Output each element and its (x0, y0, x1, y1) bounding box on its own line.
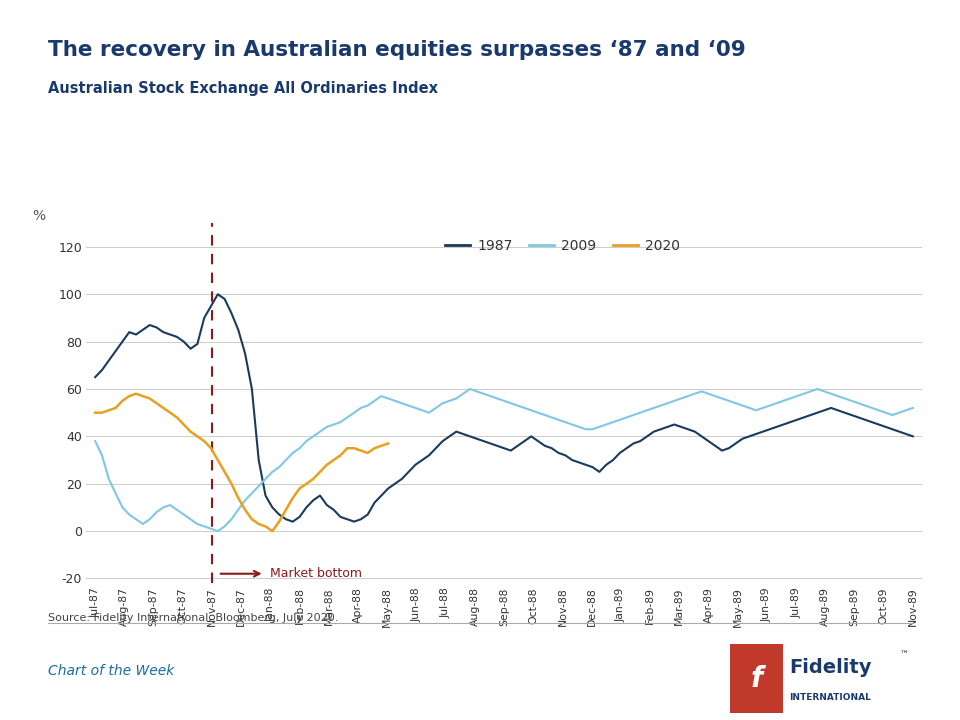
Text: Market bottom: Market bottom (271, 567, 362, 580)
Text: %: % (32, 209, 45, 222)
Text: Australian Stock Exchange All Ordinaries Index: Australian Stock Exchange All Ordinaries… (48, 81, 438, 96)
Legend: 1987, 2009, 2020: 1987, 2009, 2020 (440, 234, 685, 259)
Text: The recovery in Australian equities surpasses ‘87 and ‘09: The recovery in Australian equities surp… (48, 40, 746, 60)
Bar (730, 644, 783, 713)
Text: ™: ™ (900, 650, 908, 659)
Text: Fidelity: Fidelity (789, 657, 872, 677)
Text: f: f (751, 665, 762, 693)
Text: INTERNATIONAL: INTERNATIONAL (789, 693, 871, 703)
Text: Source: Fidelity International, Bloomberg, July 2020.: Source: Fidelity International, Bloomber… (48, 613, 338, 624)
Text: Chart of the Week: Chart of the Week (48, 664, 175, 678)
